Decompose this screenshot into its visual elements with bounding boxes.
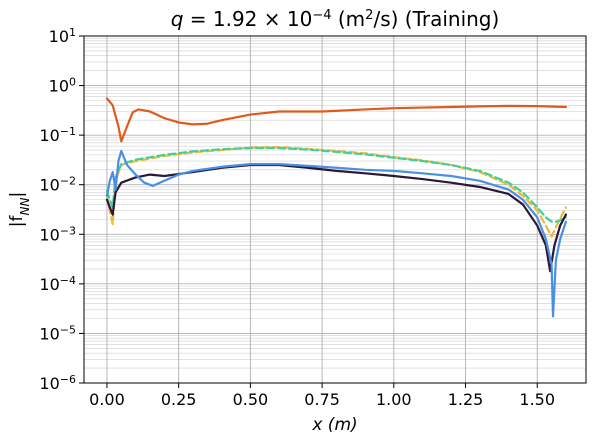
chart-title: q = 1.92 × 10−4 (m2/s) (Training)	[171, 7, 500, 31]
y-tick-label: 100	[49, 75, 76, 96]
series-line-1	[105, 97, 568, 143]
x-axis-label: x (m)	[311, 415, 357, 435]
y-tick-label: 101	[49, 26, 76, 47]
x-tick-label: 0.25	[161, 390, 197, 409]
y-tick-label: 10−4	[39, 273, 76, 294]
series-line-4	[105, 163, 568, 273]
y-tick-label: 10−1	[39, 125, 76, 146]
x-tick-label: 1.25	[448, 390, 484, 409]
y-tick-label: 10−5	[39, 323, 76, 344]
y-tick-label: 10−2	[39, 174, 76, 195]
plot-series	[105, 97, 568, 318]
title-unit-sup: 2	[365, 8, 373, 23]
x-tick-label: 0.00	[89, 390, 125, 409]
x-tick-label: 0.75	[304, 390, 340, 409]
y-tick-label: 10−3	[39, 224, 76, 245]
y-axis-label: |fNN|	[7, 192, 32, 227]
y-axis-label-close: |	[7, 192, 27, 198]
y-axis-label-open: |f	[7, 214, 27, 227]
grid	[84, 35, 586, 384]
x-tick-label: 1.50	[519, 390, 555, 409]
title-exponent: −4	[312, 8, 331, 23]
title-value: = 1.92 × 10	[183, 7, 312, 31]
x-tick-label: 1.00	[376, 390, 412, 409]
y-axis-label-sub: NN	[18, 198, 32, 216]
plot-frame	[83, 35, 587, 384]
title-q: q	[171, 7, 184, 31]
series-line-5	[105, 149, 568, 318]
title-suffix: /s) (Training)	[373, 7, 499, 31]
x-tick-label: 0.50	[233, 390, 269, 409]
axis-ticks: 101 100 10−1 10−2 10−3 10−4 10−5 10−6 0.00 0.25 0.…	[39, 26, 555, 410]
y-tick-label: 10−6	[39, 373, 76, 394]
series-line-3	[105, 146, 568, 223]
title-unit-open: (m	[332, 7, 366, 31]
